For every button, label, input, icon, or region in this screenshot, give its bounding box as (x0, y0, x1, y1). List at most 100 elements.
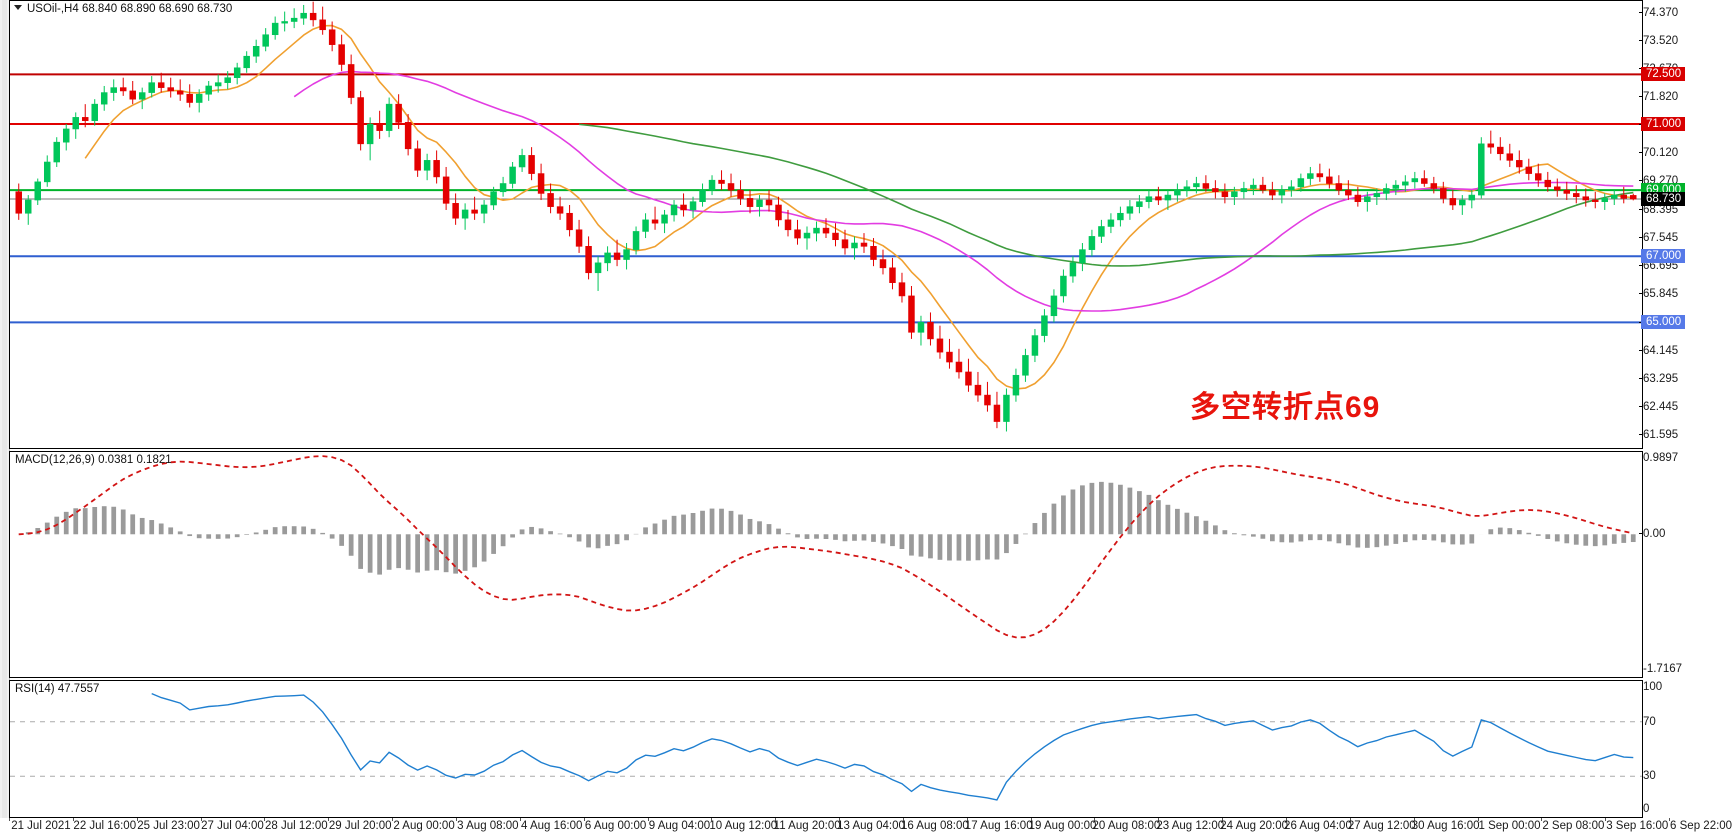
candle-body (1145, 196, 1153, 202)
price-tick: 68.395 (1638, 204, 1679, 217)
candle-body (575, 229, 583, 247)
time-label: 17 Aug 16:00 (964, 820, 1033, 832)
candle-body (1297, 178, 1305, 188)
time-tick (72, 818, 74, 821)
candle-body (357, 97, 364, 145)
caret-down-icon[interactable] (14, 5, 22, 11)
resistance-72500-tag[interactable]: 72.500 (1641, 67, 1686, 82)
time-label: 3 Aug 08:00 (457, 820, 519, 832)
candle-body (1117, 212, 1124, 221)
candle-body (471, 209, 478, 214)
candle-body (927, 322, 934, 340)
candle-body (1288, 186, 1295, 191)
candle-body (442, 176, 450, 204)
candle-body (784, 219, 792, 231)
price-plot (10, 1, 1642, 432)
candle-body (1316, 173, 1324, 178)
candle-body (1126, 206, 1134, 214)
macd-tick: -1.7167 (1643, 663, 1683, 675)
candle-body (528, 155, 535, 174)
candle-body (974, 384, 982, 396)
candle-body (1259, 184, 1267, 191)
candle-body (338, 44, 345, 65)
candle-body (91, 103, 98, 121)
macd-panel[interactable]: MACD(12,26,9) 0.0381 0.1821 (9, 451, 1643, 678)
candle-body (34, 181, 41, 201)
last-price-68730-tag[interactable]: 68.730 (1641, 192, 1686, 207)
candle-body (271, 22, 279, 36)
candle-body (1079, 249, 1086, 264)
candle-body (129, 90, 136, 100)
time-tick (1158, 818, 1160, 821)
candle-body (138, 92, 146, 100)
candle-body (1421, 178, 1428, 184)
candle-body (395, 103, 402, 123)
candle-body (718, 179, 725, 184)
candle-body (1307, 173, 1314, 179)
ma-fast-orange (84, 24, 1634, 390)
candle-body (214, 82, 222, 87)
time-axis[interactable]: 21 Jul 2021 22 Jul 16:00 25 Jul 23:00 27 Ju… (9, 818, 1733, 835)
candle-body (594, 262, 602, 274)
rsi-axis[interactable]: 100 70 30 0 (1643, 680, 1733, 818)
resistance-71000-tag[interactable]: 71.000 (1641, 116, 1686, 131)
candle-body (984, 394, 991, 406)
candle-body (205, 85, 212, 95)
time-label: 9 Aug 04:00 (648, 820, 711, 832)
candle-body (1031, 335, 1039, 356)
time-tick (583, 818, 585, 821)
candle-body (566, 212, 573, 231)
candle-body (1326, 176, 1333, 184)
price-axis[interactable]: 74.37073.52072.67071.82070.97070.12069.2… (1638, 0, 1733, 449)
candle-body (1440, 188, 1447, 199)
time-tick (1413, 818, 1415, 821)
support-65000-tag[interactable]: 65.000 (1641, 315, 1686, 330)
candle-body (1516, 160, 1523, 168)
candle-body (1554, 186, 1561, 191)
candle-body (1573, 193, 1580, 198)
time-tick (9, 818, 10, 821)
macd-tick: 0.00 (1638, 528, 1666, 541)
rsi-panel[interactable]: RSI(14) 47.7557 (9, 680, 1643, 818)
time-tick (1477, 818, 1479, 821)
time-tick (136, 818, 138, 821)
candle-body (879, 259, 887, 269)
time-tick (1286, 818, 1288, 821)
candle-body (1335, 183, 1343, 191)
candle-body (870, 246, 877, 260)
time-tick (775, 818, 777, 821)
candle-body (727, 183, 735, 191)
time-label: 3 Sep 16:00 (1606, 820, 1669, 832)
candle-body (1221, 191, 1229, 198)
candle-body (737, 189, 744, 199)
price-chart-panel[interactable] (9, 0, 1643, 449)
candle-body (955, 361, 963, 373)
price-tick: 65.845 (1638, 288, 1679, 301)
candle-body (1136, 201, 1143, 207)
candle-body (433, 160, 440, 178)
macd-axis[interactable]: 0.9897 0.00 -1.7167 (1638, 451, 1733, 678)
time-label: 2 Aug 00:00 (393, 820, 455, 832)
candle-body (1430, 183, 1438, 189)
candle-body (1231, 191, 1238, 198)
candle-body (1202, 183, 1210, 189)
candle-body (547, 193, 554, 207)
candle-body (1582, 196, 1590, 201)
candle-body (1525, 166, 1533, 174)
candle-body (689, 201, 697, 211)
candle-body (100, 92, 108, 105)
candle-body (1041, 315, 1048, 336)
support-67000-tag[interactable]: 67.000 (1641, 249, 1686, 264)
candle-body (1050, 295, 1058, 317)
candle-body (243, 55, 250, 69)
candle-body (1107, 219, 1115, 227)
time-tick (200, 818, 202, 821)
candle-body (1278, 189, 1286, 196)
candle-body (1183, 186, 1191, 191)
time-tick (839, 818, 841, 821)
macd-tick: 0.9897 (1643, 452, 1679, 464)
candle-body (509, 166, 516, 184)
candle-body (233, 67, 241, 79)
candle-body (1269, 189, 1276, 196)
time-label: 28 Jul 12:00 (264, 820, 328, 832)
